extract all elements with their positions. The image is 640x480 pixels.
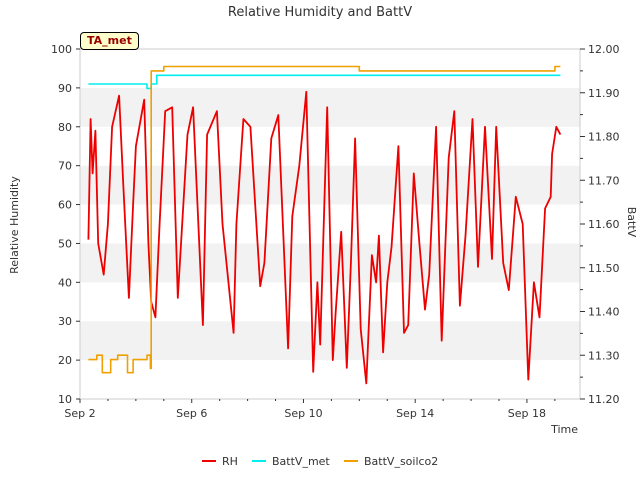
y-tick-label: 60 <box>58 199 72 212</box>
grid-band <box>80 360 580 399</box>
y2-tick-label: 11.40 <box>588 306 620 319</box>
y-tick-label: 100 <box>51 43 72 56</box>
x-tick-label: Sep 18 <box>508 407 546 420</box>
y-tick-label: 50 <box>58 237 72 250</box>
x-axis-ticks: Sep 2 Sep 6 Sep 10 Sep 14 Sep 18 <box>64 399 556 420</box>
y-tick-label: 30 <box>58 315 72 328</box>
y2-axis-label: BattV <box>625 207 638 238</box>
y-tick-label: 80 <box>58 121 72 134</box>
y2-tick-label: 11.20 <box>588 393 620 406</box>
y2-tick-label: 11.50 <box>588 262 620 275</box>
chart-title: Relative Humidity and BattV <box>228 5 412 20</box>
y-tick-label: 90 <box>58 82 72 95</box>
y2-tick-label: 11.80 <box>588 131 620 144</box>
legend: RH BattV_met BattV_soilco2 <box>202 455 438 468</box>
x-tick-label: Sep 10 <box>284 407 322 420</box>
y2-tick-label: 11.60 <box>588 218 620 231</box>
legend-label: BattV_soilco2 <box>364 455 438 468</box>
y-axis-label: Relative Humidity <box>8 176 21 274</box>
series-lines <box>87 65 562 385</box>
y2-axis-ticks: 11.20 11.30 11.40 11.50 11.60 11.70 11.80 11.90… <box>580 43 620 406</box>
y-tick-label: 70 <box>58 160 72 173</box>
y2-tick-label: 11.70 <box>588 174 620 187</box>
x-axis-label: Time <box>550 423 578 436</box>
station-badge: TA_met <box>80 32 139 50</box>
y-axis-ticks: 10 20 30 40 50 60 70 80 90 100 <box>51 43 80 406</box>
y2-tick-label: 12.00 <box>588 43 620 56</box>
x-tick-label: Sep 2 <box>64 407 95 420</box>
legend-label: RH <box>222 455 238 468</box>
x-tick-label: Sep 6 <box>176 407 207 420</box>
grid-band <box>80 282 580 322</box>
series-line-rh <box>87 90 562 385</box>
y-tick-label: 40 <box>58 276 72 289</box>
grid-band <box>80 321 580 361</box>
y2-tick-label: 11.90 <box>588 87 620 100</box>
grid-band <box>80 126 580 166</box>
series-line-battv_soilco2 <box>88 65 561 374</box>
x-tick-label: Sep 14 <box>396 407 434 420</box>
grid-band <box>80 87 580 127</box>
grid-band <box>80 49 580 88</box>
y-tick-label: 20 <box>58 354 72 367</box>
legend-label: BattV_met <box>272 455 330 468</box>
y2-tick-label: 11.30 <box>588 349 620 362</box>
y-tick-label: 10 <box>58 393 72 406</box>
